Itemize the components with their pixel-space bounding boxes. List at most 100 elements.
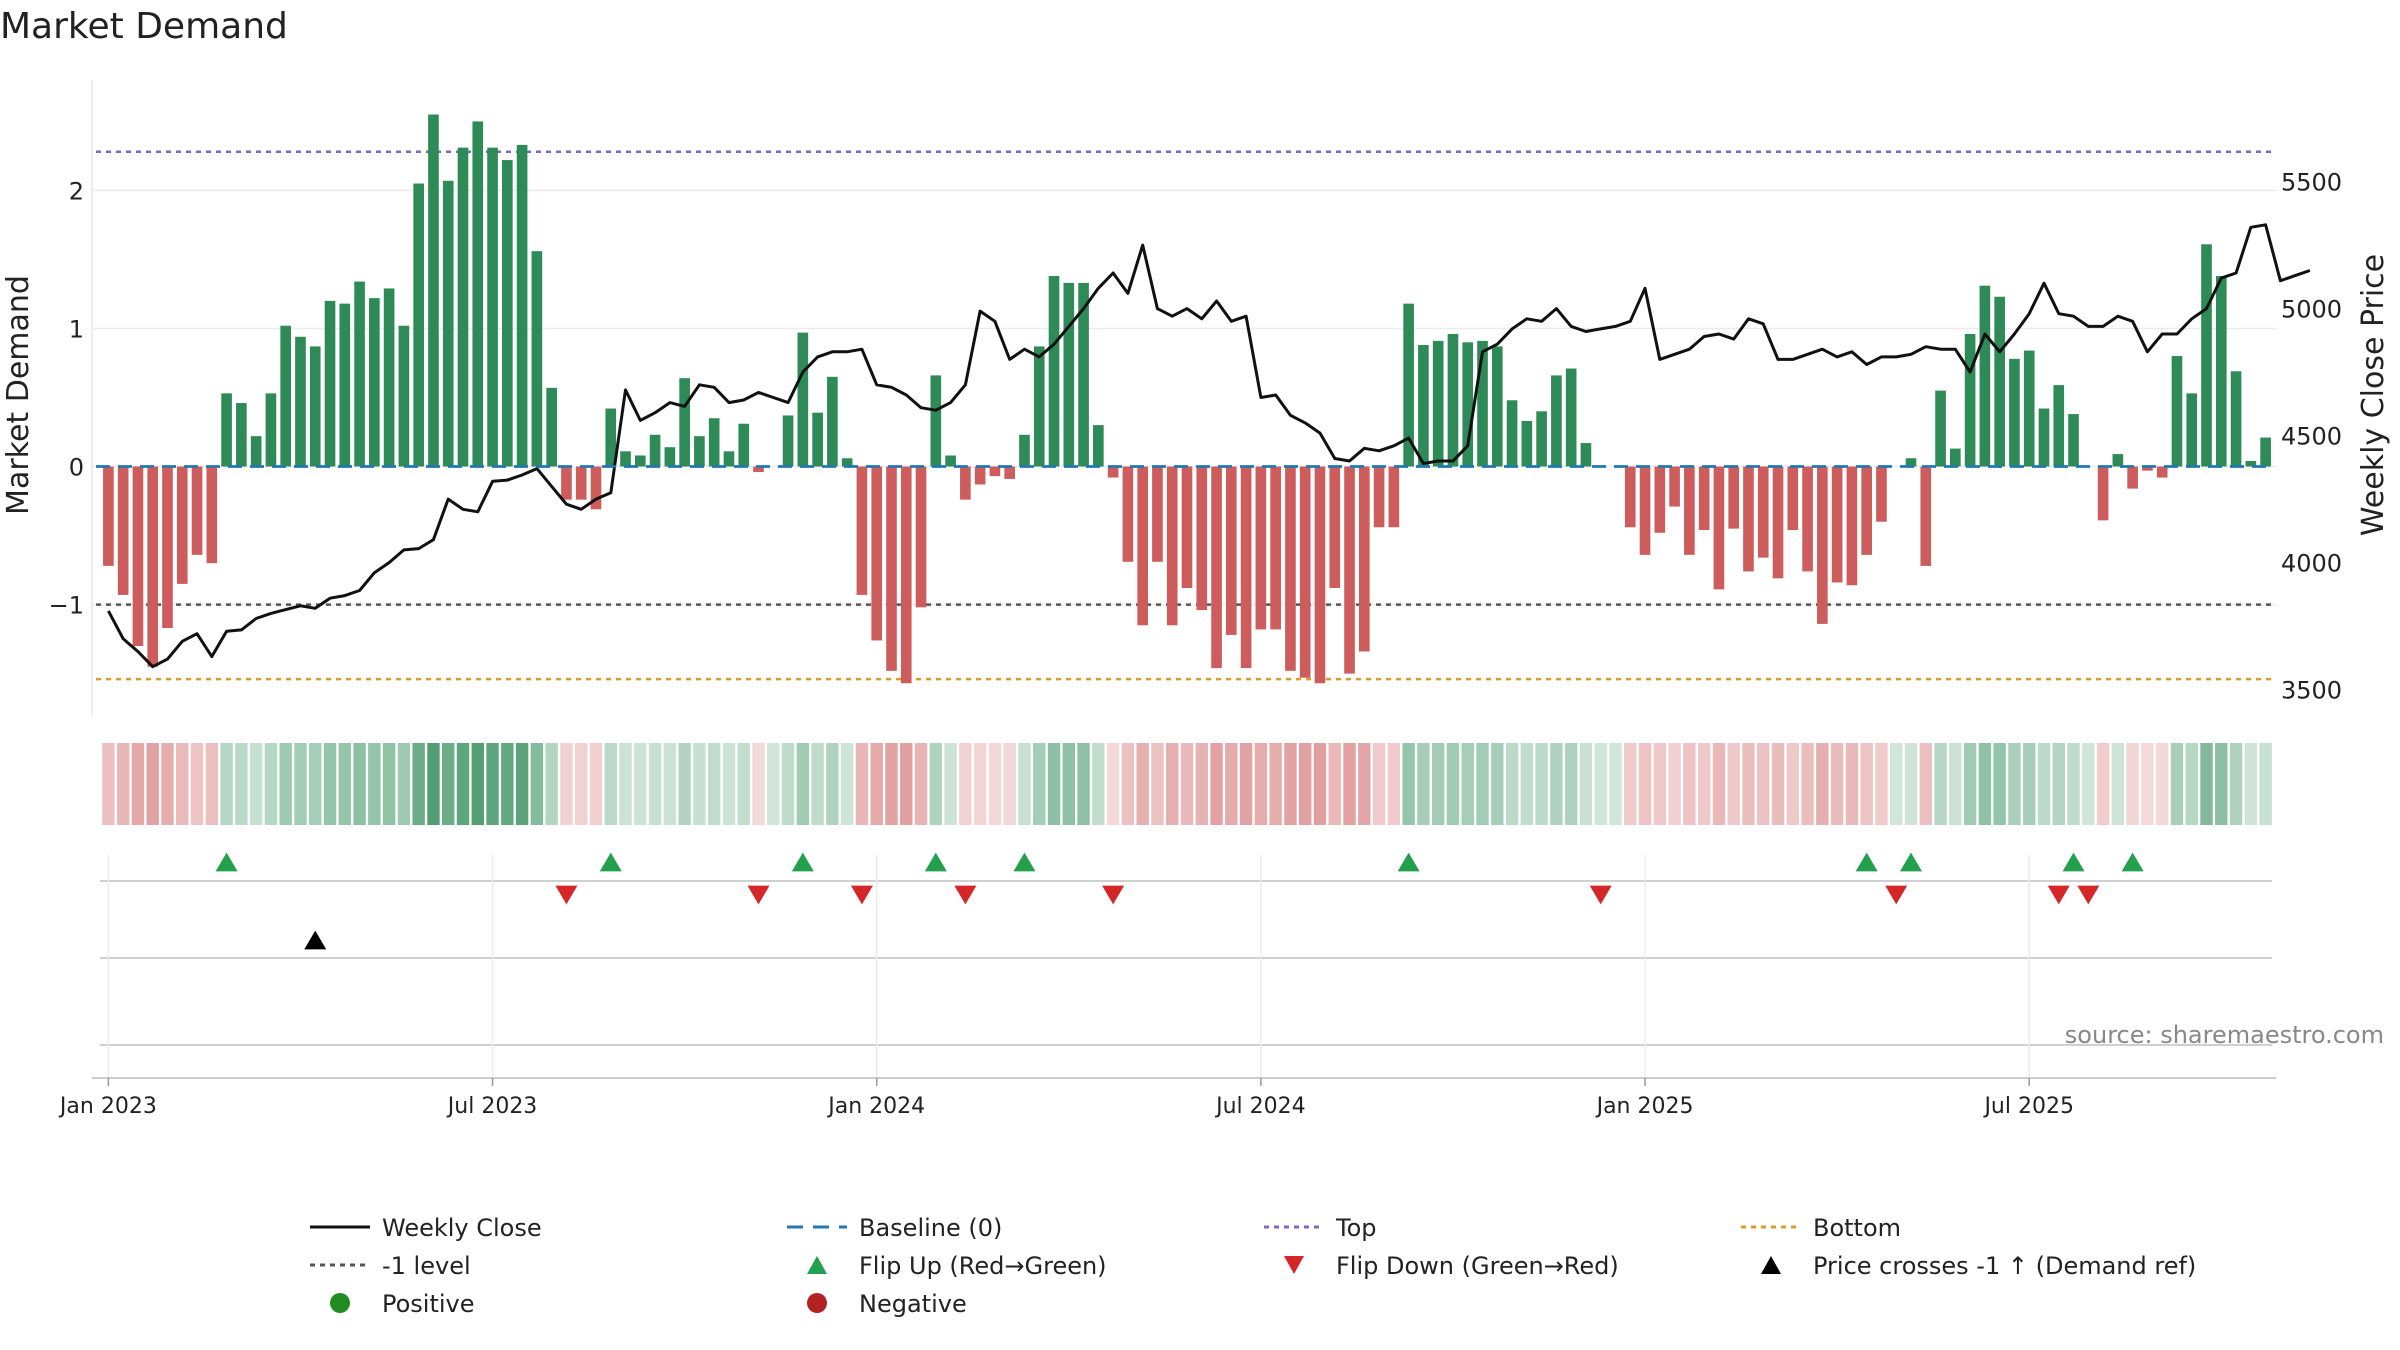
heat-cell-positive bbox=[471, 743, 484, 825]
heat-cell-negative bbox=[914, 743, 928, 825]
positive-bar bbox=[1536, 411, 1547, 467]
heat-cell-positive bbox=[1446, 743, 1460, 825]
negative-bar bbox=[206, 466, 218, 564]
heat-cell-positive bbox=[1949, 743, 1962, 825]
positive-bar bbox=[930, 375, 942, 467]
flip-down-marker bbox=[954, 885, 977, 905]
heat-cell-negative bbox=[973, 743, 987, 825]
positive-bar bbox=[1565, 368, 1577, 467]
negative-bar bbox=[2097, 466, 2109, 521]
legend-swatch bbox=[807, 1293, 827, 1313]
weekly-close-line bbox=[107, 223, 2311, 669]
negative-bar bbox=[1329, 466, 1341, 588]
legend-label: Price crosses -1 ↑ (Demand ref) bbox=[1813, 1252, 2196, 1280]
heat-cell-positive bbox=[501, 743, 514, 825]
heat-cell-positive bbox=[2022, 743, 2036, 825]
negative-bar bbox=[1181, 466, 1193, 588]
heat-cell-negative bbox=[1653, 743, 1667, 825]
negative-bar bbox=[1802, 466, 1813, 572]
negative-bar bbox=[1846, 466, 1858, 586]
positive-bar bbox=[295, 336, 306, 467]
heat-cell-negative bbox=[885, 743, 898, 825]
legend: Weekly Close Baseline (0) Top Bottom -1 leve… bbox=[310, 1214, 2196, 1318]
legend-label: Flip Up (Red→Green) bbox=[859, 1252, 1107, 1280]
negative-bar bbox=[989, 466, 1001, 477]
positive-bar bbox=[354, 281, 365, 467]
heat-cell-negative bbox=[102, 743, 115, 825]
flip-down-marker bbox=[850, 885, 873, 905]
negative-bar bbox=[1122, 466, 1134, 562]
positive-bar bbox=[250, 436, 262, 467]
heat-cell-positive bbox=[249, 743, 263, 825]
positive-bar bbox=[502, 160, 513, 467]
heat-cell-positive bbox=[338, 743, 352, 825]
negative-bar bbox=[856, 466, 868, 595]
heat-cell-positive bbox=[811, 743, 824, 825]
legend-label: Weekly Close bbox=[382, 1214, 542, 1242]
heat-cell-negative bbox=[190, 743, 204, 825]
heat-cell-positive bbox=[604, 743, 617, 825]
positive-bar bbox=[2201, 244, 2212, 467]
negative-bar bbox=[103, 466, 114, 566]
positive-bar bbox=[1418, 345, 1429, 467]
negative-bar bbox=[162, 466, 173, 629]
negative-bar bbox=[1166, 466, 1178, 626]
legend-item-weekly-close: Weekly Close bbox=[310, 1214, 542, 1242]
negative-bar bbox=[1240, 466, 1252, 669]
flip-down-marker bbox=[1589, 885, 1612, 905]
heat-cell-positive bbox=[442, 743, 455, 825]
heat-cell-negative bbox=[1239, 743, 1253, 825]
negative-bar bbox=[886, 466, 897, 671]
negative-bar bbox=[915, 466, 927, 608]
positive-bar bbox=[1905, 458, 1917, 467]
positive-bar bbox=[1048, 276, 1060, 467]
heat-cell-positive bbox=[634, 743, 647, 825]
legend-swatch bbox=[1284, 1256, 1304, 1274]
negative-bar bbox=[1817, 466, 1828, 624]
positive-bar bbox=[1979, 285, 1991, 467]
weekly-close-series bbox=[107, 223, 2311, 669]
negative-bar bbox=[1152, 466, 1163, 562]
heat-cell-negative bbox=[1742, 743, 1755, 825]
negative-bar bbox=[1772, 466, 1784, 579]
heat-cell-negative bbox=[176, 743, 189, 825]
heat-cell-positive bbox=[1092, 743, 1105, 825]
heat-cell-positive bbox=[2111, 743, 2125, 825]
flip-up-marker bbox=[1013, 852, 1036, 872]
heat-cell-negative bbox=[1328, 743, 1341, 825]
heat-cell-positive bbox=[456, 743, 470, 825]
legend-item-positive: Positive bbox=[330, 1290, 475, 1318]
positive-bar bbox=[664, 447, 676, 467]
legend-swatch bbox=[1761, 1256, 1781, 1274]
heat-cell-negative bbox=[1343, 743, 1356, 825]
date-tick-label: Jan 2023 bbox=[58, 1094, 157, 1119]
positive-bar bbox=[2053, 385, 2065, 467]
negative-bar bbox=[1624, 466, 1636, 528]
positive-bar bbox=[428, 114, 439, 467]
heat-cell-positive bbox=[2259, 743, 2272, 825]
heat-cell-positive bbox=[1402, 743, 1415, 825]
flip-down-marker bbox=[1102, 885, 1125, 905]
legend-item-flip-up: Flip Up (Red→Green) bbox=[807, 1252, 1107, 1280]
flip-down-marker bbox=[747, 885, 770, 905]
positive-bar bbox=[2230, 371, 2242, 467]
heat-cell-positive bbox=[1535, 743, 1548, 825]
heat-cell-positive bbox=[767, 743, 780, 825]
negative-bar bbox=[561, 466, 572, 500]
flip-down-marker bbox=[555, 885, 578, 905]
negative-bar bbox=[1314, 466, 1326, 684]
heat-cell-positive bbox=[840, 743, 854, 825]
y-axis-label: Market Demand bbox=[1, 275, 36, 515]
positive-bar bbox=[309, 346, 321, 467]
positive-bar bbox=[1019, 434, 1030, 467]
heat-cell-negative bbox=[1195, 743, 1208, 825]
heat-cell-positive bbox=[1062, 743, 1076, 825]
heat-cell-positive bbox=[486, 743, 499, 825]
heat-cell-positive bbox=[1491, 743, 1504, 825]
heat-cell-negative bbox=[116, 743, 130, 825]
positive-bar bbox=[2023, 350, 2035, 467]
positive-bar bbox=[383, 288, 395, 467]
heat-cell-positive bbox=[619, 743, 632, 825]
heat-cell-negative bbox=[1298, 743, 1312, 825]
negative-bar bbox=[960, 466, 971, 500]
